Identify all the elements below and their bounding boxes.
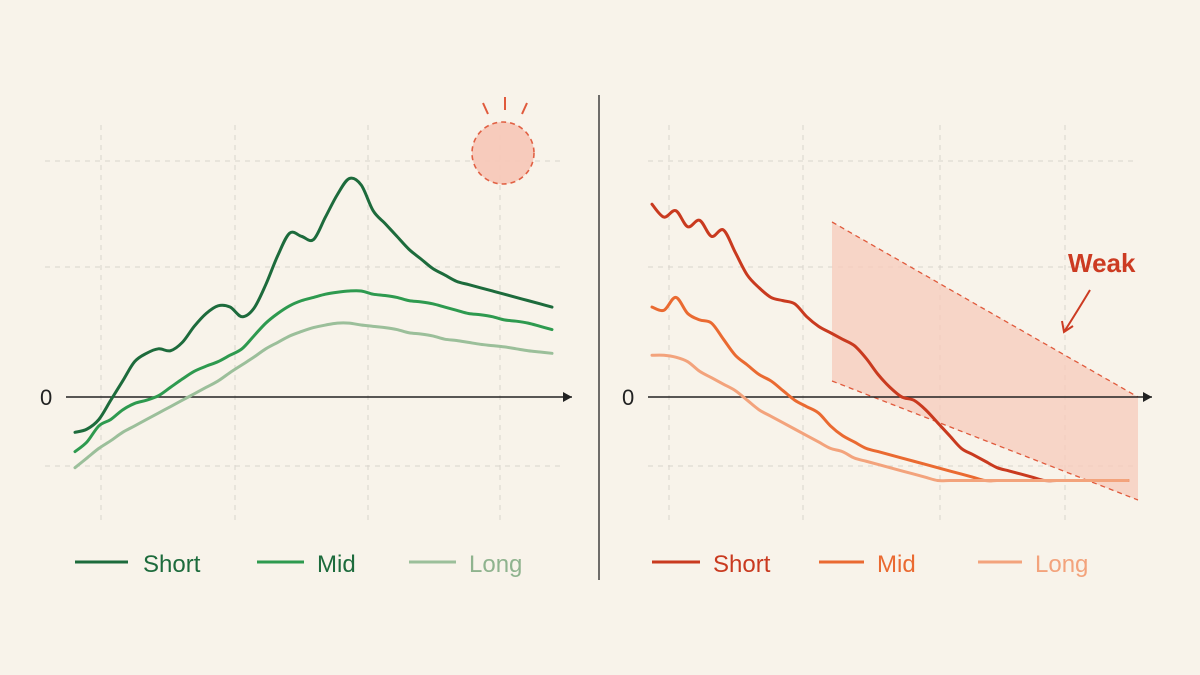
left-panel: 0 Short Mid Long	[40, 97, 572, 578]
right-axis-arrow	[1143, 392, 1152, 402]
weak-band-upper-edge	[831, 221, 1139, 398]
left-legend: Short Mid Long	[75, 551, 522, 578]
left-axis-arrow	[563, 392, 572, 402]
legend-label-mid-left: Mid	[317, 551, 356, 578]
legend-label-mid-right: Mid	[877, 551, 916, 578]
weak-annotation-arrowhead	[1061, 320, 1074, 334]
weak-annotation-arrow	[1063, 289, 1091, 333]
peak-spark-right	[521, 102, 528, 115]
series-line-long-right	[650, 353, 1130, 483]
series-line-long-left	[73, 321, 554, 470]
right-panel: 0 Weak Short Mid Long	[622, 125, 1152, 578]
peak-highlight	[471, 97, 535, 185]
left-grid	[45, 125, 562, 520]
peak-highlight-circle	[471, 121, 535, 185]
left-series-group	[73, 176, 554, 470]
series-line-short-left	[73, 176, 554, 434]
right-series-group	[650, 202, 1130, 483]
weak-band	[832, 222, 1138, 500]
right-legend: Short Mid Long	[652, 551, 1088, 578]
series-line-mid-left	[73, 289, 554, 454]
legend-label-short-right: Short	[713, 551, 771, 578]
legend-label-long-right: Long	[1035, 551, 1088, 578]
left-zero-label: 0	[40, 385, 52, 410]
right-zero-label: 0	[622, 385, 634, 410]
legend-label-short-left: Short	[143, 551, 201, 578]
weak-annotation: Weak	[1068, 248, 1136, 278]
legend-label-long-left: Long	[469, 551, 522, 578]
peak-spark-left	[482, 102, 489, 115]
